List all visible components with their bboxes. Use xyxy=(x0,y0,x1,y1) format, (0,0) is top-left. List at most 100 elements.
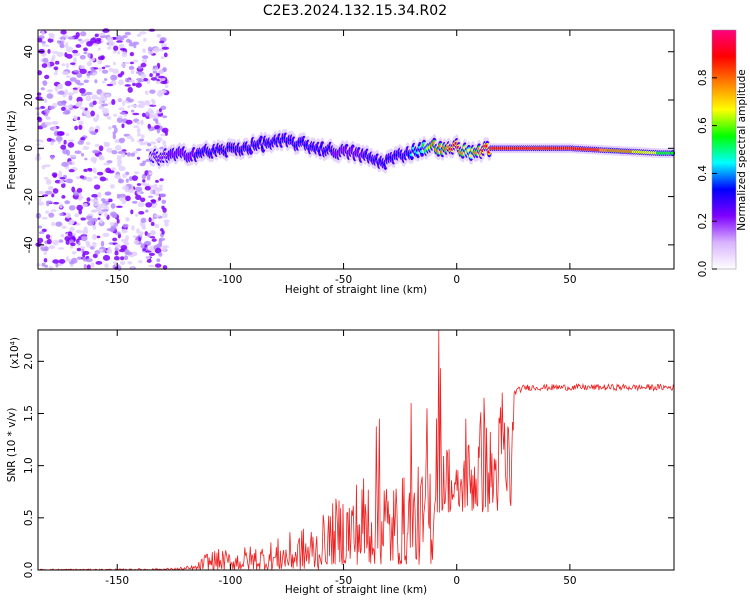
noise-speck xyxy=(139,31,147,35)
noise-speck xyxy=(83,47,88,52)
noise-speck xyxy=(92,100,97,106)
noise-speck xyxy=(98,99,103,105)
noise-speck xyxy=(117,265,122,271)
noise-speck xyxy=(46,200,53,204)
noise-speck xyxy=(85,258,93,263)
noise-speck xyxy=(85,215,93,221)
noise-speck xyxy=(65,212,72,219)
noise-speck xyxy=(151,205,157,209)
noise-speck xyxy=(72,52,81,57)
noise-speck xyxy=(54,86,59,92)
noise-speck xyxy=(158,184,164,187)
noise-speck xyxy=(70,242,76,247)
noise-speck xyxy=(114,256,120,261)
noise-speck xyxy=(90,110,95,117)
colorbar-tick-label: 0.8 xyxy=(697,69,709,86)
noise-speck xyxy=(130,209,134,215)
noise-speck xyxy=(125,217,130,222)
noise-speck xyxy=(148,264,155,268)
noise-speck xyxy=(77,38,82,42)
noise-speck xyxy=(155,247,162,254)
noise-speck xyxy=(43,164,51,168)
noise-speck xyxy=(114,250,119,256)
noise-speck xyxy=(116,205,123,208)
noise-speck xyxy=(78,124,83,130)
noise-speck xyxy=(56,131,64,136)
x-tick-label: -100 xyxy=(218,575,242,587)
noise-speck xyxy=(116,218,120,224)
noise-speck xyxy=(91,234,98,240)
noise-speck xyxy=(141,134,145,139)
noise-speck xyxy=(138,138,145,142)
noise-speck xyxy=(61,183,66,188)
noise-speck xyxy=(82,146,90,150)
noise-speck xyxy=(135,186,143,192)
noise-speck xyxy=(140,73,147,78)
noise-speck xyxy=(68,205,76,211)
noise-speck xyxy=(51,51,59,54)
noise-speck xyxy=(163,52,168,58)
noise-speck xyxy=(117,178,125,184)
noise-speck xyxy=(82,203,88,208)
noise-speck xyxy=(155,263,162,268)
noise-speck xyxy=(83,226,88,233)
noise-speck xyxy=(130,69,135,75)
noise-speck xyxy=(79,88,86,94)
colorbar-tick-label: 0.4 xyxy=(697,165,709,182)
noise-speck xyxy=(49,33,55,40)
colorbar-ticks: 0.0 0.2 0.4 0.6 0.8 xyxy=(697,69,717,277)
spectrogram-panel: -150 -100 -50 0 50 -40 -20 0 20 40 Height of str… xyxy=(6,28,676,296)
noise-speck xyxy=(57,141,61,144)
noise-speck xyxy=(164,222,169,227)
noise-speck xyxy=(48,265,54,271)
noise-speck xyxy=(101,198,106,202)
noise-speck xyxy=(131,251,138,257)
noise-speck xyxy=(61,63,66,67)
noise-speck xyxy=(66,178,73,184)
noise-speck xyxy=(155,72,160,77)
noise-speck xyxy=(112,237,118,242)
noise-speck xyxy=(117,73,123,78)
noise-speck xyxy=(106,249,113,254)
noise-speck xyxy=(147,123,151,129)
noise-speck xyxy=(123,241,129,246)
noise-speck xyxy=(128,79,136,83)
noise-speck xyxy=(160,81,168,85)
noise-speck xyxy=(68,162,73,165)
noise-speck xyxy=(105,142,111,147)
noise-speck xyxy=(51,139,56,143)
noise-speck xyxy=(159,89,167,94)
noise-speck xyxy=(122,185,129,191)
noise-speck xyxy=(119,48,127,51)
x-tick-label: -100 xyxy=(218,274,242,286)
noise-speck xyxy=(75,229,83,234)
noise-speck xyxy=(59,41,64,48)
colorbar-tick-label: 0.6 xyxy=(697,117,709,134)
noise-speck xyxy=(60,233,65,238)
noise-speck xyxy=(142,179,146,183)
noise-speck xyxy=(65,75,71,78)
x-tick-label: 50 xyxy=(563,274,576,286)
noise-speck xyxy=(85,177,93,182)
noise-speck xyxy=(55,135,63,142)
noise-speck xyxy=(111,167,116,172)
noise-speck xyxy=(42,44,50,47)
noise-speck xyxy=(145,209,149,213)
noise-speck xyxy=(41,63,48,68)
noise-speck xyxy=(145,255,151,260)
noise-speck xyxy=(136,228,140,234)
noise-speck xyxy=(102,254,111,261)
noise-speck xyxy=(44,121,52,126)
colorbar-tick-label: 0.0 xyxy=(697,261,709,278)
noise-speck xyxy=(94,33,99,38)
noise-speck xyxy=(121,51,128,58)
noise-speck xyxy=(125,119,133,125)
colorbar: 0.0 0.2 0.4 0.6 0.8 Normalized spectral ampl… xyxy=(697,29,748,277)
noise-speck xyxy=(141,174,147,180)
noise-speck xyxy=(92,167,97,174)
noise-speck xyxy=(92,224,97,230)
noise-speck xyxy=(98,67,102,72)
noise-speck xyxy=(121,228,128,234)
spectrogram-frame xyxy=(37,29,675,270)
noise-speck xyxy=(122,223,129,228)
